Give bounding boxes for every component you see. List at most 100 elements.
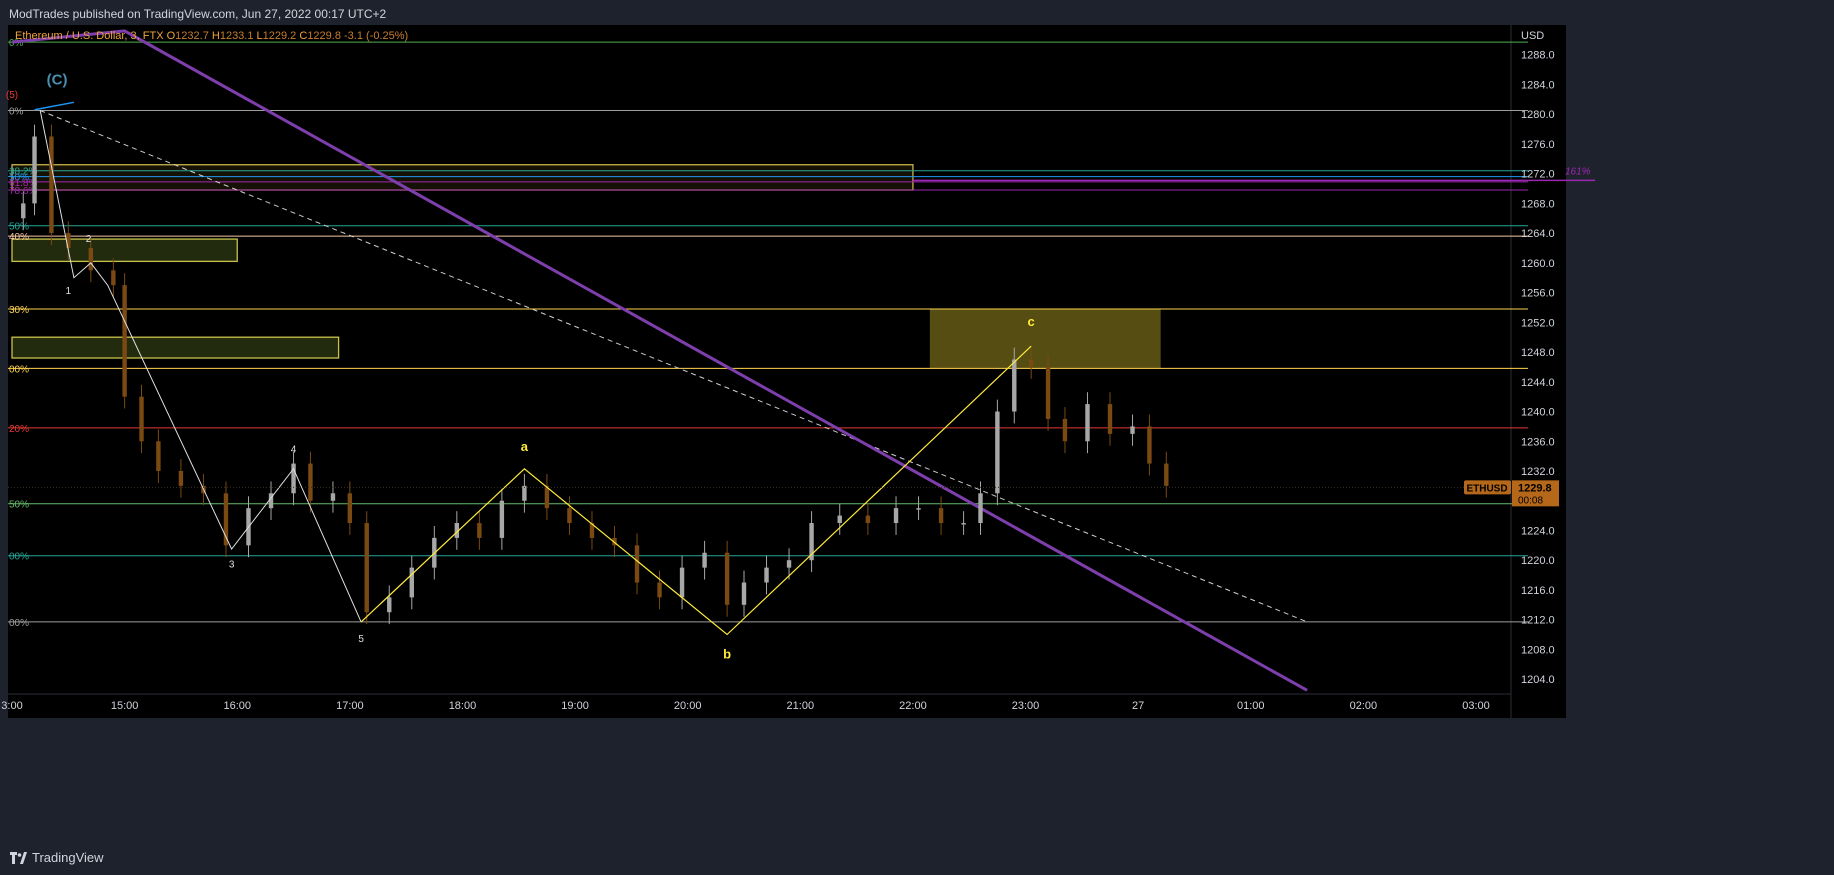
level-label-8: 30% xyxy=(9,305,29,316)
candle xyxy=(1130,426,1135,434)
candle xyxy=(938,508,944,524)
fib-5-label: (5) xyxy=(6,90,18,101)
legend-part-1: O xyxy=(167,30,176,42)
y-tick-label: 1248.0 xyxy=(1521,347,1555,359)
elliott-wave-white xyxy=(39,110,362,623)
candle xyxy=(1045,366,1051,419)
y-tick-label: 1204.0 xyxy=(1521,674,1555,686)
level-label-3: 50% xyxy=(9,173,29,184)
y-tick-label: 1244.0 xyxy=(1521,377,1555,389)
fib-161-label: 161% xyxy=(1565,166,1591,177)
candle xyxy=(544,485,550,509)
candle xyxy=(1107,404,1113,434)
purple-trendline xyxy=(11,29,1308,692)
candle xyxy=(111,270,116,286)
y-tick-label: 1236.0 xyxy=(1521,436,1555,448)
candle xyxy=(156,441,161,471)
candle xyxy=(978,493,983,524)
y-tick-label: 1208.0 xyxy=(1521,644,1555,656)
wave-3-label: 3 xyxy=(229,560,235,571)
y-tick-label: 1260.0 xyxy=(1521,258,1555,270)
candle xyxy=(995,411,1000,494)
candle xyxy=(291,463,296,494)
candle xyxy=(223,493,229,546)
level-label-13: 00% xyxy=(9,618,29,629)
candle xyxy=(139,396,144,442)
y-axis-background xyxy=(1511,25,1566,718)
y-tick-label: 1232.0 xyxy=(1521,466,1555,478)
y-tick-label: 1252.0 xyxy=(1521,317,1555,329)
level-label-12: 00% xyxy=(9,552,29,563)
candle xyxy=(657,582,662,598)
candle xyxy=(764,567,769,583)
wave-C-label: (C) xyxy=(47,71,68,88)
footer-bar: TradingView xyxy=(0,842,1834,875)
zone-1 xyxy=(11,238,238,263)
level-label-1: 0% xyxy=(9,106,24,117)
level-label-2: 38.2% xyxy=(9,167,37,178)
candle xyxy=(88,248,94,271)
candle xyxy=(961,523,966,525)
candle xyxy=(893,508,899,524)
x-tick-label: 22:00 xyxy=(899,700,927,712)
brand-label: TradingView xyxy=(32,850,104,865)
candle xyxy=(477,523,482,538)
candle xyxy=(1164,463,1169,486)
tradingview-logo-icon xyxy=(10,851,27,864)
dashed-trendline xyxy=(40,110,1308,623)
level-label-9: 00% xyxy=(9,364,29,375)
wave-5-label: 5 xyxy=(358,634,364,645)
candle xyxy=(1085,404,1090,442)
candle xyxy=(1062,418,1068,442)
legend-part-6: 1229.2 xyxy=(263,30,300,42)
x-tick-label: 03:00 xyxy=(1462,700,1490,712)
y-tick-label: 1284.0 xyxy=(1521,79,1555,91)
candle xyxy=(122,285,127,397)
y-tick-label: 1216.0 xyxy=(1521,585,1555,597)
y-tick-label: 1276.0 xyxy=(1521,139,1555,151)
wave-4-label: 4 xyxy=(291,444,297,455)
symbol-tag-label: ETHUSD xyxy=(1466,483,1507,494)
x-tick-label: 18:00 xyxy=(449,700,477,712)
level-label-7: 40% xyxy=(9,232,29,243)
x-tick-label: 20:00 xyxy=(674,700,702,712)
x-axis-background xyxy=(8,694,1511,718)
x-tick-label: 3:00 xyxy=(1,700,22,712)
wave-c-label: c xyxy=(1028,314,1035,329)
plot-background xyxy=(8,25,1511,694)
x-tick-label: 17:00 xyxy=(336,700,364,712)
tradingview-brand[interactable]: TradingView xyxy=(10,850,104,865)
x-tick-label: 23:00 xyxy=(1012,700,1040,712)
legend-part-3: H xyxy=(212,30,220,42)
x-tick-label: 01:00 xyxy=(1237,700,1265,712)
candle xyxy=(330,493,336,501)
x-tick-label: 15:00 xyxy=(111,700,139,712)
candle xyxy=(634,545,640,583)
y-tick-label: 1212.0 xyxy=(1521,615,1555,627)
candle xyxy=(522,485,527,501)
y-tick-label: 1264.0 xyxy=(1521,228,1555,240)
symbol-tag xyxy=(1464,480,1511,495)
candle xyxy=(268,493,274,509)
legend-part-0: Ethereum / U.S. Dollar, 3, FTX xyxy=(15,30,167,42)
level-label-10: 20% xyxy=(9,424,29,435)
price-tag-value: 1229.8 xyxy=(1518,482,1552,494)
y-tick-label: 1288.0 xyxy=(1521,50,1555,62)
candle xyxy=(387,597,392,613)
legend-part-5: L xyxy=(257,30,263,42)
y-tick-label: 1280.0 xyxy=(1521,109,1555,121)
level-label-4: 61.8% xyxy=(9,178,37,189)
legend-part-4: 1233.1 xyxy=(220,30,257,42)
y-tick-label: 1240.0 xyxy=(1521,407,1555,419)
candle xyxy=(741,582,747,605)
candle xyxy=(1028,359,1034,367)
candle xyxy=(679,567,685,598)
x-tick-label: 19:00 xyxy=(561,700,589,712)
currency-label: USD xyxy=(1521,30,1544,42)
zone-2 xyxy=(11,336,340,359)
legend-part-2: 1232.7 xyxy=(175,30,212,42)
zone-0 xyxy=(11,164,914,191)
x-tick-label: 21:00 xyxy=(787,700,815,712)
wave-c-tick xyxy=(34,101,75,111)
